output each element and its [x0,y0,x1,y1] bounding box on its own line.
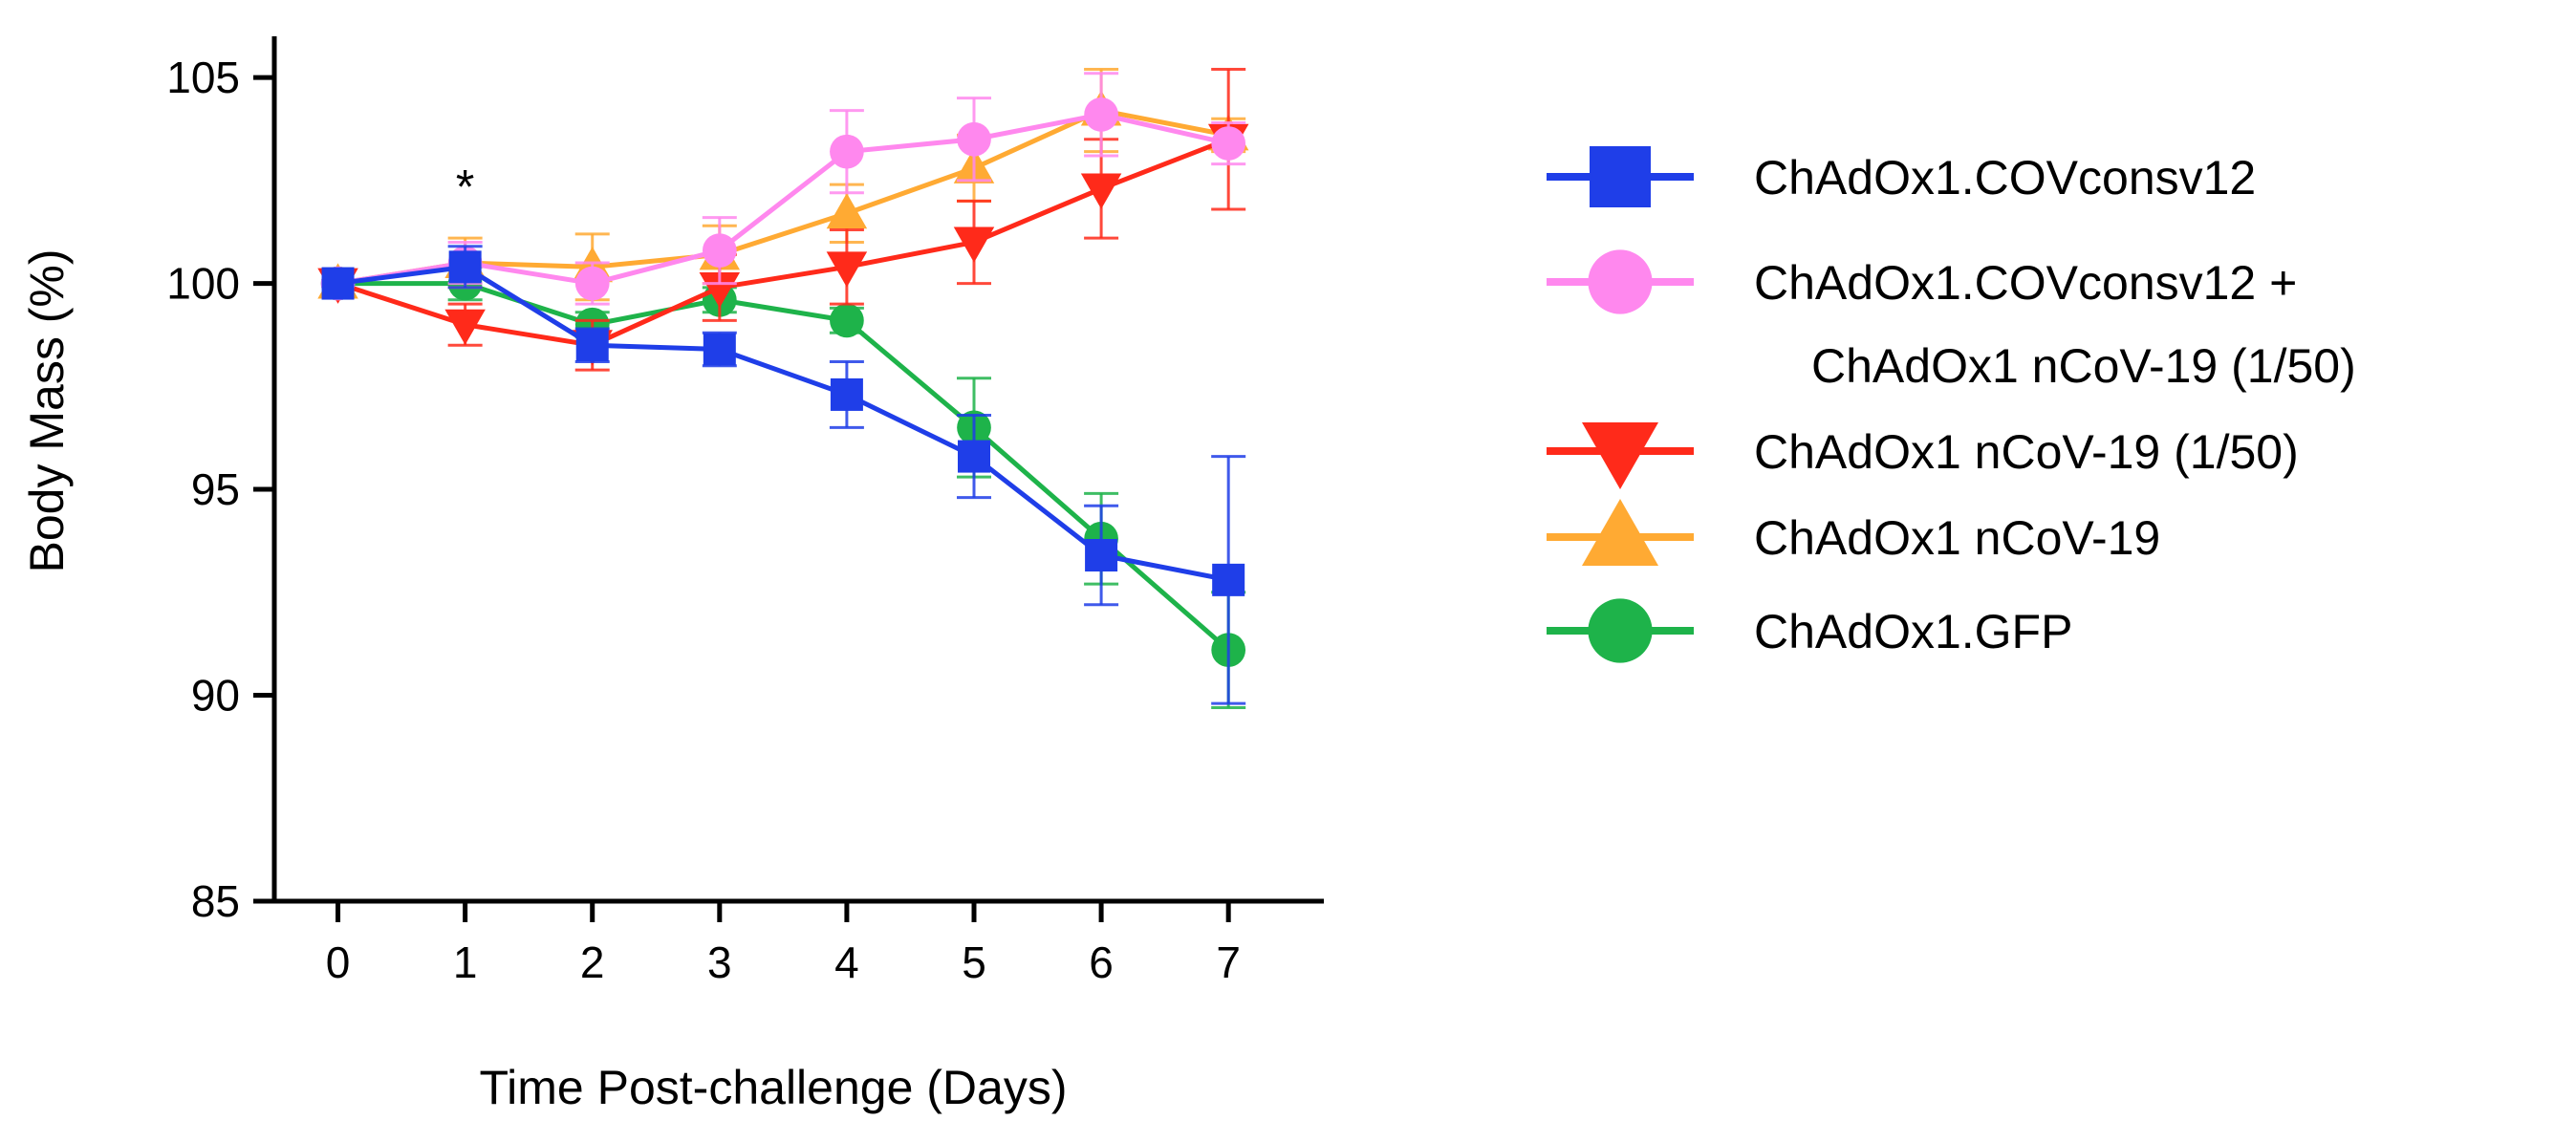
data-point [321,267,355,300]
data-point [444,309,486,345]
y-tick-label: 85 [191,876,240,926]
data-point [1211,126,1246,161]
legend-label: ChAdOx1 nCoV-19 [1754,511,2160,565]
data-point [1212,563,1245,596]
series-line [336,137,1230,348]
data-point [448,250,482,284]
legend-marker [1582,422,1658,489]
x-tick-label: 4 [834,937,859,987]
legend-item-3: ChAdOx1 nCoV-19 [1547,499,2160,566]
x-tick-label: 5 [962,937,986,987]
data-point [1080,173,1122,209]
data-point [574,266,610,301]
legend-label: ChAdOx1.COVconsv12 [1754,151,2256,205]
data-point [826,193,868,229]
legend-marker [1590,146,1651,207]
legend-label: ChAdOx1.COVconsv12 + [1754,256,2297,310]
data-point [830,134,864,169]
y-tick-label: 90 [191,671,240,721]
data-point [953,226,995,263]
data-point [1084,97,1118,132]
data-point [575,329,609,362]
series-1 [320,72,1246,306]
legend-label: ChAdOx1.GFP [1754,605,2072,658]
legend-item-2: ChAdOx1 nCoV-19 (1/50) [1547,422,2299,489]
x-tick-label: 0 [326,937,351,987]
series-layer [317,67,1249,709]
x-tick-label: 3 [707,937,732,987]
legend-marker [1582,499,1658,566]
data-point [830,303,864,338]
x-tick-label: 1 [453,937,478,987]
y-tick-label: 105 [166,53,240,102]
x-axis-title: Time Post-challenge (Days) [479,1061,1067,1114]
y-tick-label: 100 [166,259,240,309]
x-tick-label: 6 [1089,937,1114,987]
legend-marker [1588,249,1653,314]
series-line [337,264,1229,583]
y-tick-label: 95 [191,464,240,514]
series-line [337,281,1230,653]
x-tick-label: 2 [580,937,605,987]
legend-marker [1588,598,1653,663]
legend-label: ChAdOx1 nCoV-19 (1/50) [1754,425,2299,479]
legend-item-0: ChAdOx1.COVconsv12 [1547,146,2256,207]
significance-asterisk: * [456,161,474,214]
legend-label: ChAdOx1 nCoV-19 (1/50) [1811,339,2356,393]
series-line [337,112,1229,287]
data-point [826,251,868,288]
data-point [957,121,991,157]
axes: 85 90 95 100 105 0 1 2 3 4 5 6 7 [166,36,1324,987]
legend-item-1: ChAdOx1.COVconsv12 + ChAdOx1 nCoV-19 (1/5… [1547,249,2356,393]
x-tick-label: 7 [1216,937,1241,987]
y-axis-title: Body Mass (%) [20,249,74,573]
series-0 [321,245,1246,705]
data-point [1085,539,1118,571]
data-point [702,233,737,268]
data-point [830,377,863,411]
data-point [703,333,736,366]
data-point [699,271,741,309]
legend-item-4: ChAdOx1.GFP [1547,598,2072,663]
data-point [958,440,990,473]
